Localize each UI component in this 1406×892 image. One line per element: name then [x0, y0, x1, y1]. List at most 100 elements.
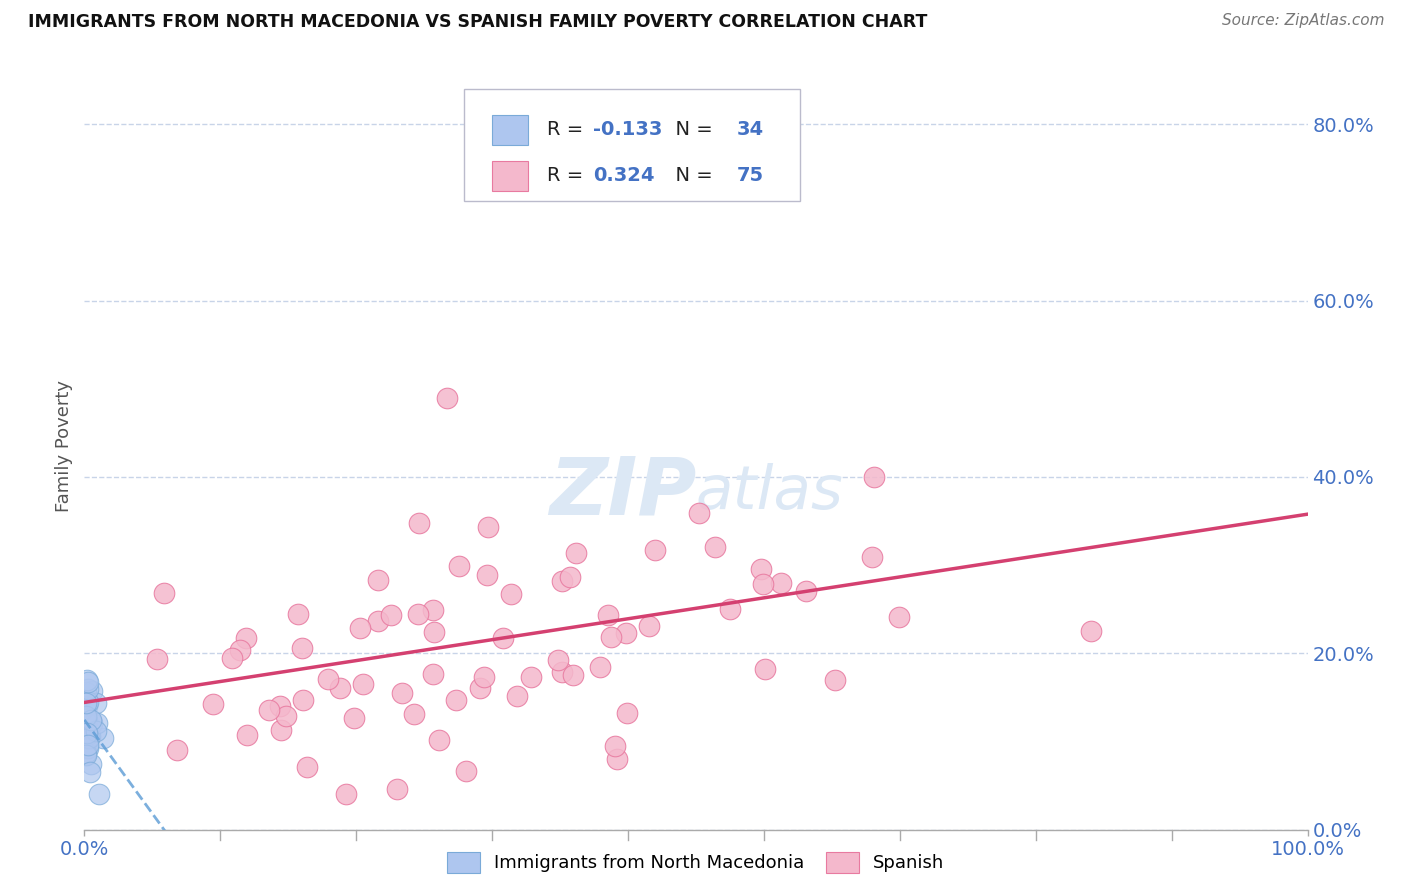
- Point: [600, 630, 623, 644]
- Point: [860, 550, 883, 565]
- Point: [80, 684, 103, 698]
- Point: [257, 703, 280, 717]
- Point: [605, 739, 627, 753]
- Point: [562, 668, 585, 682]
- Point: [75, 714, 97, 729]
- Point: [76, 673, 98, 688]
- Point: [614, 626, 637, 640]
- Point: [352, 677, 374, 691]
- Text: IMMIGRANTS FROM NORTH MACEDONIA VS SPANISH FAMILY POVERTY CORRELATION CHART: IMMIGRANTS FROM NORTH MACEDONIA VS SPANI…: [28, 13, 928, 31]
- Point: [752, 577, 775, 591]
- Point: [91, 731, 114, 746]
- Point: [454, 764, 477, 779]
- Point: [408, 516, 430, 531]
- Point: [335, 787, 357, 801]
- Text: atlas: atlas: [696, 463, 844, 522]
- Point: [295, 760, 318, 774]
- Point: [380, 608, 402, 623]
- Point: [75, 739, 97, 753]
- Point: [76, 699, 98, 714]
- Point: [79, 764, 101, 779]
- Point: [751, 562, 773, 576]
- Point: [269, 698, 291, 713]
- Text: -0.133: -0.133: [593, 120, 662, 139]
- Point: [291, 640, 314, 655]
- Point: [292, 693, 315, 707]
- Point: [794, 584, 817, 599]
- Point: [769, 576, 792, 591]
- Point: [446, 693, 468, 707]
- Point: [349, 622, 371, 636]
- Point: [547, 653, 569, 667]
- Point: [75, 746, 97, 760]
- Text: R =: R =: [547, 120, 589, 139]
- Point: [75, 731, 97, 745]
- Point: [87, 787, 110, 801]
- Point: [75, 709, 97, 723]
- Point: [235, 631, 257, 645]
- Point: [79, 729, 101, 743]
- Point: [538, 183, 561, 197]
- Point: [201, 697, 224, 711]
- Point: [499, 587, 522, 601]
- Point: [166, 742, 188, 756]
- Point: [76, 728, 98, 742]
- Point: [86, 716, 108, 731]
- Point: [477, 519, 499, 533]
- Point: [564, 546, 586, 560]
- Point: [558, 570, 581, 584]
- Point: [447, 558, 470, 573]
- Point: [589, 660, 612, 674]
- Point: [367, 573, 389, 587]
- Point: [385, 782, 408, 797]
- Point: [644, 543, 666, 558]
- Point: [598, 607, 620, 622]
- Point: [270, 723, 292, 737]
- Text: 34: 34: [737, 120, 763, 139]
- Point: [287, 607, 309, 621]
- Text: 0.324: 0.324: [593, 167, 655, 186]
- Point: [76, 725, 98, 739]
- Point: [75, 697, 97, 711]
- Point: [79, 756, 101, 771]
- Point: [718, 602, 741, 616]
- Point: [329, 681, 352, 695]
- Point: [76, 728, 98, 742]
- Point: [520, 670, 543, 684]
- Point: [84, 723, 107, 738]
- Point: [862, 470, 884, 484]
- Point: [316, 672, 339, 686]
- Point: [429, 733, 451, 747]
- Point: [423, 624, 446, 639]
- Point: [391, 686, 413, 700]
- Y-axis label: Family Poverty: Family Poverty: [55, 380, 73, 512]
- FancyBboxPatch shape: [492, 114, 529, 145]
- Text: 75: 75: [737, 167, 763, 186]
- Point: [550, 574, 572, 588]
- Point: [475, 568, 498, 582]
- Point: [343, 710, 366, 724]
- Point: [754, 661, 776, 675]
- FancyBboxPatch shape: [464, 89, 800, 201]
- Point: [468, 681, 491, 696]
- Point: [274, 708, 297, 723]
- Point: [77, 731, 100, 745]
- Point: [236, 728, 259, 742]
- Point: [77, 725, 100, 739]
- Text: N =: N =: [664, 167, 718, 186]
- Point: [153, 585, 176, 599]
- Point: [1080, 624, 1102, 638]
- Point: [406, 607, 429, 621]
- Point: [228, 643, 250, 657]
- Point: [638, 619, 661, 633]
- Point: [75, 684, 97, 698]
- Text: ZIP: ZIP: [548, 453, 696, 531]
- Point: [506, 689, 529, 703]
- Point: [550, 665, 572, 679]
- Point: [889, 610, 911, 624]
- Point: [76, 714, 98, 728]
- Point: [76, 675, 98, 690]
- Text: Source: ZipAtlas.com: Source: ZipAtlas.com: [1222, 13, 1385, 29]
- Point: [422, 603, 444, 617]
- Point: [824, 673, 846, 687]
